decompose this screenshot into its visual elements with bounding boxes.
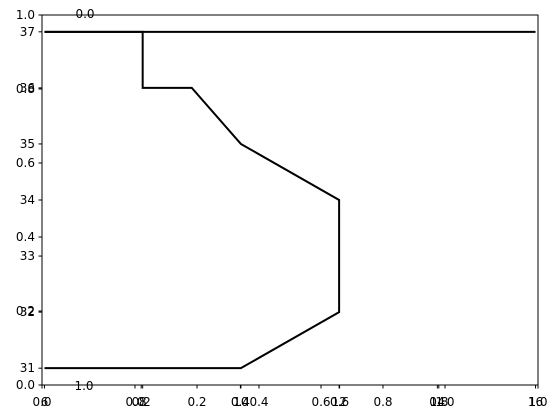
y-tick-label: 32 — [20, 305, 35, 319]
x-tick-label: 0.6 — [311, 395, 330, 409]
x-tick-label: 0.2 — [132, 395, 151, 409]
x-tick-label: 0.4 — [249, 395, 268, 409]
x-tick-label: 0.8 — [429, 395, 448, 409]
x-tick-label: 12 — [331, 395, 346, 409]
x-tick-label: 10 — [233, 395, 248, 409]
x-tick-label: 6 — [41, 395, 49, 409]
x-tick-label: 1.0 — [528, 395, 547, 409]
x-tick-label: 0.8 — [373, 395, 392, 409]
y-tick-label: 33 — [20, 249, 35, 263]
x-tick-label: 0.2 — [187, 395, 206, 409]
x-tick-label: 0.0 — [125, 395, 144, 409]
x-tick-label: 8 — [139, 395, 147, 409]
y-tick-label: 0.0 — [16, 378, 35, 392]
y-tick-label: 1.0 — [16, 8, 35, 22]
y-tick-label: 37 — [20, 25, 35, 39]
y-tick-label: 0.2 — [16, 304, 35, 318]
y-tick-label: 0.8 — [16, 82, 35, 96]
y-tick-label: 34 — [20, 193, 35, 207]
x-tick-label: 16 — [528, 395, 543, 409]
y-tick-label: 35 — [20, 137, 35, 151]
top-tick-label: 0.0 — [75, 7, 94, 21]
y-tick-label: 36 — [20, 81, 35, 95]
x-tick-label: 0.4 — [231, 395, 250, 409]
x-tick-label: 14 — [430, 395, 445, 409]
x-tick-label: 0.6 — [330, 395, 349, 409]
x-tick-label: 0.0 — [32, 395, 51, 409]
y-tick-label: 31 — [20, 361, 35, 375]
chart-marks — [44, 30, 536, 370]
y-tick-label: 0.4 — [16, 230, 35, 244]
y-tick-label: 0.6 — [16, 156, 35, 170]
inner-tick-label: 1.0 — [74, 379, 93, 393]
series-line-1 — [44, 30, 341, 370]
x-tick-label: 1.0 — [435, 395, 454, 409]
